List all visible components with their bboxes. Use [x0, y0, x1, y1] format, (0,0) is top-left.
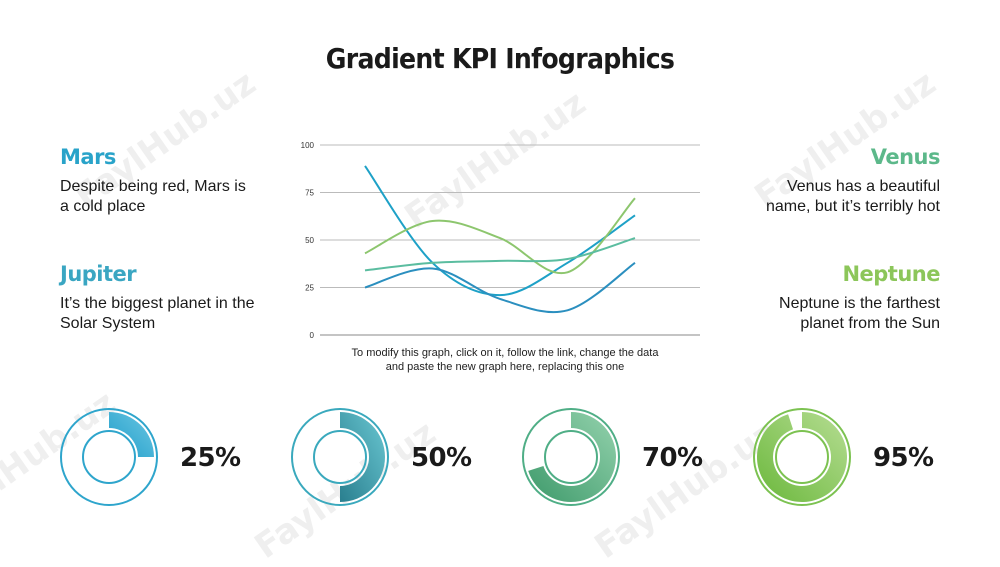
donut-inner-ring [544, 430, 598, 484]
jupiter-desc-line2: Solar System [60, 315, 156, 332]
venus-description: Venus has a beautiful name, but it’s terr… [710, 177, 940, 217]
donut-chart [60, 408, 158, 506]
series-line [364, 197, 636, 275]
jupiter-desc-line1: It’s the biggest planet in the [60, 295, 255, 312]
donut-inner-ring [313, 430, 367, 484]
neptune-title: Neptune [842, 262, 940, 286]
chart-note: To modify this graph, click on it, follo… [330, 346, 680, 374]
donut-fill-segment [757, 412, 847, 502]
line-chart[interactable]: 0 25 50 75 100 [300, 135, 710, 345]
y-tick-label: 25 [305, 284, 314, 293]
mars-desc-line2: a cold place [60, 198, 146, 215]
kpi-25: 25% [57, 405, 257, 515]
page-title: Gradient KPI Infographics [325, 42, 675, 75]
jupiter-block: Jupiter It’s the biggest planet in the So… [60, 262, 290, 334]
y-tick-label: 100 [301, 141, 315, 150]
donut-outer-ring [60, 408, 158, 506]
y-tick-label: 0 [310, 331, 315, 340]
kpi-value: 25% [180, 443, 241, 473]
donut-chart [753, 408, 851, 506]
kpi-value: 50% [411, 443, 472, 473]
kpi-70: 70% [519, 405, 719, 515]
y-tick-label: 75 [305, 189, 314, 198]
donut-outer-ring [753, 408, 851, 506]
donut-outer-ring [291, 408, 389, 506]
venus-block: Venus Venus has a beautiful name, but it’… [710, 145, 941, 217]
mars-title: Mars [60, 145, 116, 169]
mars-description: Despite being red, Mars is a cold place [60, 177, 290, 217]
donut-fill-segment [340, 412, 385, 502]
kpi-95: 95% [750, 405, 950, 515]
series-line [364, 165, 636, 297]
venus-desc-line2: name, but it’s terribly hot [765, 198, 940, 215]
neptune-description: Neptune is the farthest planet from the S… [710, 294, 940, 334]
mars-desc-line1: Despite being red, Mars is [60, 178, 246, 195]
donut-chart [522, 408, 620, 506]
series-line [364, 237, 636, 272]
donut-chart [291, 408, 389, 506]
y-tick-label: 50 [305, 236, 314, 245]
venus-desc-line1: Venus has a beautiful [786, 178, 940, 195]
donut-fill-segment [528, 412, 616, 502]
kpi-value: 95% [873, 443, 934, 473]
donut-inner-ring [775, 430, 829, 484]
neptune-block: Neptune Neptune is the farthest planet fr… [710, 262, 940, 334]
series-line [364, 261, 636, 314]
neptune-desc-line1: Neptune is the farthest [779, 295, 940, 312]
kpi-50: 50% [288, 405, 488, 515]
donut-inner-ring [82, 430, 136, 484]
jupiter-description: It’s the biggest planet in the Solar Syst… [60, 294, 290, 334]
chart-note-line2: and paste the new graph here, replacing … [385, 361, 625, 373]
jupiter-title: Jupiter [60, 262, 137, 286]
donut-outer-ring [522, 408, 620, 506]
kpi-value: 70% [642, 443, 703, 473]
neptune-desc-line2: planet from the Sun [800, 315, 940, 332]
donut-fill-segment [109, 412, 154, 457]
chart-note-line1: To modify this graph, click on it, follo… [351, 347, 659, 359]
venus-title: Venus [870, 145, 941, 169]
mars-block: Mars Despite being red, Mars is a cold pl… [60, 145, 290, 217]
